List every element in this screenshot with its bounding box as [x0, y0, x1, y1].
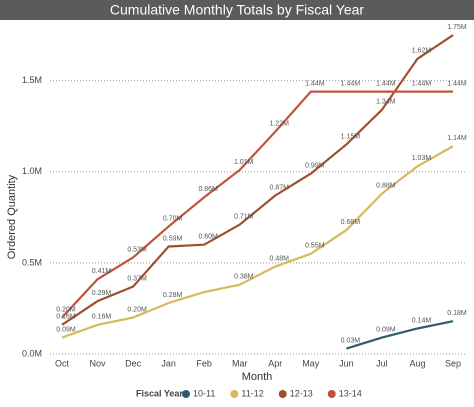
legend-label: 13-14: [339, 388, 362, 398]
x-tick-label: Oct: [55, 358, 70, 368]
data-label: 0.16M: [92, 314, 112, 321]
data-label: 0.09M: [376, 326, 396, 333]
data-label: 0.68M: [341, 219, 361, 226]
data-label: 0.60M: [198, 234, 218, 241]
data-label: 0.38M: [234, 274, 254, 281]
data-label: 0.59M: [163, 235, 183, 242]
series-line: [346, 320, 454, 350]
data-label: 1.75M: [447, 24, 467, 31]
data-label: 0.20M: [127, 306, 147, 313]
data-label: 0.70M: [163, 215, 183, 222]
data-label: 0.88M: [376, 182, 396, 189]
data-label: 1.15M: [341, 133, 361, 140]
x-tick-label: Jan: [161, 358, 176, 368]
legend-title: Fiscal Year: [136, 388, 183, 398]
data-label: 1.01M: [234, 159, 254, 166]
data-label: 0.37M: [127, 275, 147, 282]
data-label: 0.14M: [412, 317, 432, 324]
y-tick-label: 1.0M: [22, 166, 42, 176]
y-tick-label: 0.5M: [22, 257, 42, 267]
data-label: 1.44M: [376, 80, 396, 87]
data-label: 0.18M: [447, 310, 467, 317]
data-label: 1.22M: [270, 121, 290, 128]
data-label: 0.86M: [198, 186, 218, 193]
data-label: 0.20M: [56, 306, 76, 313]
y-tick-label: 1.5M: [22, 75, 42, 85]
data-label: 0.29M: [92, 290, 112, 297]
legend-marker: [327, 390, 336, 398]
data-label: 0.87M: [270, 184, 290, 191]
y-tick-label: 0.0M: [22, 348, 42, 358]
data-label: 1.14M: [447, 135, 467, 142]
data-label: 1.44M: [412, 80, 432, 87]
x-tick-label: May: [302, 358, 320, 368]
data-label: 1.44M: [447, 80, 467, 87]
x-tick-label: Feb: [196, 358, 212, 368]
legend-label: 10-11: [193, 388, 215, 398]
y-axis-title: Ordered Quantity: [6, 174, 18, 259]
x-axis-title: Month: [242, 371, 273, 383]
chart-title: Cumulative Monthly Totals by Fiscal Year: [110, 2, 365, 18]
legend-label: 11-12: [241, 388, 263, 398]
data-label: 0.41M: [92, 268, 112, 275]
legend-marker: [230, 390, 239, 398]
data-label: 0.16M: [56, 314, 76, 321]
x-tick-label: Nov: [90, 358, 107, 368]
data-label: 1.44M: [341, 80, 361, 87]
x-tick-label: Aug: [409, 358, 425, 368]
x-tick-label: Jul: [376, 358, 388, 368]
x-tick-label: Sep: [445, 358, 461, 368]
legend-marker: [182, 390, 190, 398]
data-label: 0.53M: [127, 246, 147, 253]
data-label: 0.99M: [305, 162, 325, 169]
title-bar: [0, 0, 474, 20]
series-line: [61, 90, 453, 319]
x-tick-label: Mar: [232, 358, 248, 368]
x-tick-label: Apr: [268, 358, 282, 368]
data-label: 0.55M: [305, 243, 325, 250]
data-label: 1.44M: [305, 80, 325, 87]
data-label: 1.03M: [412, 155, 432, 162]
data-label: 0.48M: [270, 255, 290, 262]
series-line: [61, 145, 454, 339]
data-label: 0.71M: [234, 213, 254, 220]
data-label: 0.03M: [341, 337, 361, 344]
legend-label: 12-13: [290, 388, 313, 398]
x-tick-label: Jun: [339, 358, 354, 368]
data-label: 1.34M: [376, 99, 396, 106]
data-label: 0.28M: [163, 292, 183, 299]
x-tick-label: Dec: [125, 358, 142, 368]
series-line: [61, 34, 454, 326]
legend-marker: [278, 390, 287, 398]
data-label: 0.09M: [56, 326, 76, 333]
data-label: 1.62M: [412, 48, 432, 55]
